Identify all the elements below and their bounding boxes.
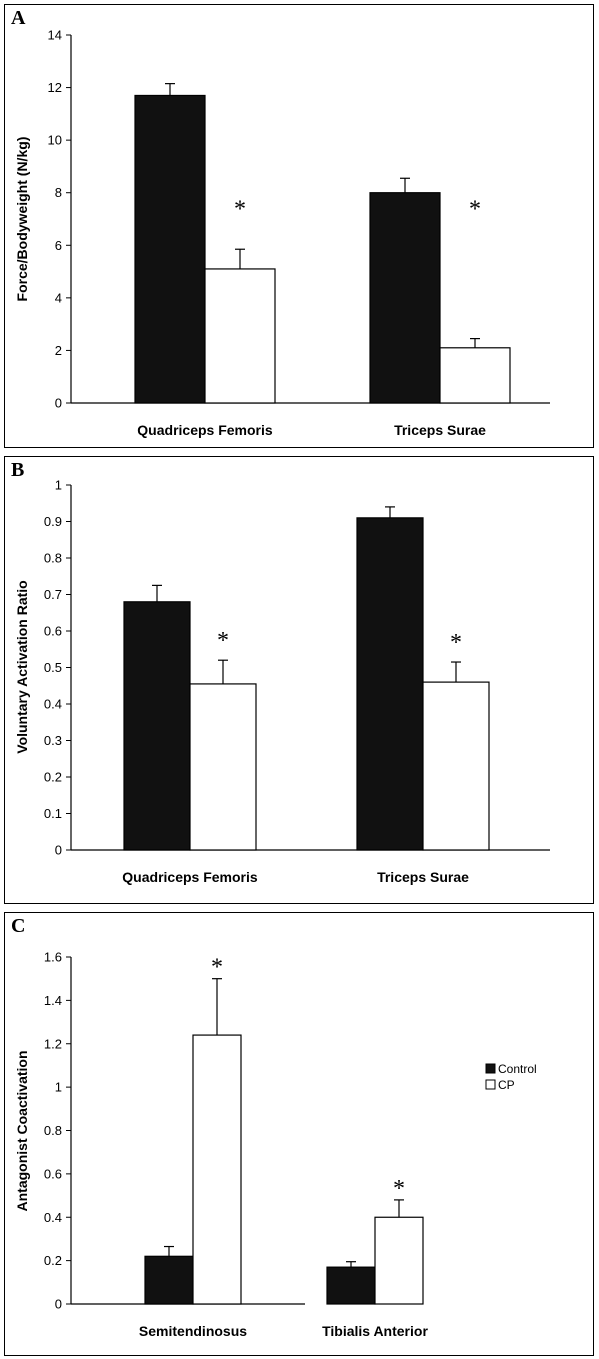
y-tick-label: 0.1 (44, 806, 62, 821)
y-tick-label: 12 (48, 80, 62, 95)
y-axis-label: Antagonist Coactivation (14, 1050, 30, 1211)
category-label: Triceps Surae (377, 869, 469, 885)
panel-b: B 0 0.1 0.2 0.3 0.4 0.5 0.6 0.7 0.8 0.9 1 Voluntary… (4, 456, 594, 904)
panel-a: A 0 2 4 6 8 10 12 14 Force/Bodyweight (N/kg) * Qua… (4, 4, 594, 448)
legend-swatch-cp (485, 1079, 496, 1090)
significance-asterisk: * (217, 628, 229, 654)
y-tick-label: 6 (55, 238, 62, 253)
bar-control (144, 1255, 194, 1305)
panel-c: C 0 0.2 0.4 0.6 0.8 1 1.2 1.4 1.6 Antagonist Coac… (4, 912, 594, 1356)
bar-cp (189, 683, 257, 851)
chart-c-svg: 0 0.2 0.4 0.6 0.8 1 1.2 1.4 1.6 Antagonist Coacti… (14, 950, 537, 1340)
panel-label-a: A (11, 7, 26, 29)
y-tick-label: 10 (48, 133, 62, 148)
significance-asterisk: * (211, 955, 223, 981)
y-tick-label: 2 (55, 343, 62, 358)
legend-label-control: Control (498, 1062, 537, 1076)
bar-cp (374, 1216, 424, 1305)
y-tick-label: 0.4 (44, 697, 62, 712)
bar-control (369, 192, 441, 404)
chart-b-svg: 0 0.1 0.2 0.3 0.4 0.5 0.6 0.7 0.8 0.9 1 Voluntary A… (14, 478, 550, 885)
legend-label-cp: CP (498, 1078, 515, 1092)
y-tick-label: 0.6 (44, 624, 62, 639)
y-tick-label: 0 (55, 1297, 62, 1312)
y-tick-label: 0 (55, 396, 62, 411)
y-tick-label: 0.8 (44, 551, 62, 566)
panel-label-b: B (11, 459, 25, 481)
bar-cp (422, 681, 490, 851)
bar-cp (204, 268, 276, 404)
category-label: Semitendinosus (139, 1323, 247, 1339)
bar-cp (439, 347, 511, 404)
y-tick-label: 1.4 (44, 993, 62, 1008)
bar-cp (192, 1034, 242, 1305)
y-tick-label: 4 (55, 290, 62, 305)
significance-asterisk: * (234, 197, 246, 223)
significance-asterisk: * (450, 630, 462, 656)
category-label: Quadriceps Femoris (137, 422, 273, 438)
y-tick-label: 0.3 (44, 733, 62, 748)
y-axis-label: Voluntary Activation Ratio (14, 580, 30, 753)
y-tick-label: 8 (55, 185, 62, 200)
chart-a-svg: 0 2 4 6 8 10 12 14 Force/Bodyweight (N/kg) * Quadr… (14, 28, 550, 438)
y-tick-label: 1.2 (44, 1036, 62, 1051)
y-tick-label: 0.9 (44, 514, 62, 529)
category-label: Quadriceps Femoris (122, 869, 258, 885)
category-label: Triceps Surae (394, 422, 486, 438)
y-tick-label: 0.5 (44, 660, 62, 675)
y-tick-label: 0.2 (44, 1253, 62, 1268)
y-tick-label: 0 (55, 843, 62, 858)
bar-control (326, 1266, 376, 1305)
y-axis-label: Force/Bodyweight (N/kg) (14, 137, 30, 302)
significance-asterisk: * (393, 1176, 405, 1202)
legend-swatch-control (485, 1063, 496, 1074)
panel-label-c: C (11, 915, 26, 937)
y-tick-label: 0.2 (44, 770, 62, 785)
bar-control (134, 94, 206, 404)
y-tick-label: 0.4 (44, 1210, 62, 1225)
bar-control (356, 517, 424, 851)
y-tick-label: 1.6 (44, 950, 62, 965)
category-label: Tibialis Anterior (322, 1323, 428, 1339)
bar-control (123, 601, 191, 851)
y-tick-label: 0.8 (44, 1123, 62, 1138)
significance-asterisk: * (469, 197, 481, 223)
y-tick-label: 1 (55, 478, 62, 493)
y-tick-label: 0.7 (44, 587, 62, 602)
y-tick-label: 0.6 (44, 1166, 62, 1181)
y-tick-label: 1 (55, 1080, 62, 1095)
y-tick-label: 14 (48, 28, 62, 43)
